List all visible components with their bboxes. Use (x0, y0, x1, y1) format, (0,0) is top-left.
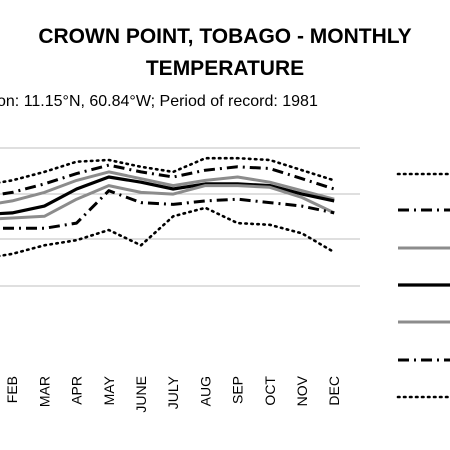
series-line-5 (0, 184, 335, 221)
chart-title-line2: TEMPERATURE (146, 57, 304, 80)
x-tick-label: AUG (197, 376, 213, 406)
series-line-2 (0, 163, 335, 196)
x-axis-ticks: JANFEBMARAPRMAYJUNEJULYAUGSEPOCTNOVDEC (4, 375, 342, 413)
x-tick-label: SEP (230, 376, 246, 404)
x-tick-label: DEC (326, 376, 342, 406)
series-line-7 (0, 206, 336, 258)
x-tick-label: JULY (165, 375, 181, 409)
chart-subtitle: on: 11.15°N, 60.84°W; Period of record: … (0, 93, 318, 110)
plot-area (0, 156, 336, 258)
x-tick-label: NOV (294, 375, 310, 406)
x-tick-label: MAR (36, 376, 52, 407)
legend (396, 172, 450, 399)
x-tick-label: MAY (101, 375, 117, 405)
x-tick-label: OCT (262, 376, 278, 406)
x-tick-label: JUNE (133, 376, 149, 413)
series-line-6 (0, 189, 335, 230)
chart-title-line1: CROWN POINT, TOBAGO - MONTHLY (38, 25, 411, 48)
x-tick-label: FEB (4, 376, 20, 403)
series-line-3 (0, 170, 335, 205)
series-line-4 (0, 175, 335, 216)
series-line-1 (0, 156, 336, 184)
x-tick-label: APR (69, 376, 85, 405)
